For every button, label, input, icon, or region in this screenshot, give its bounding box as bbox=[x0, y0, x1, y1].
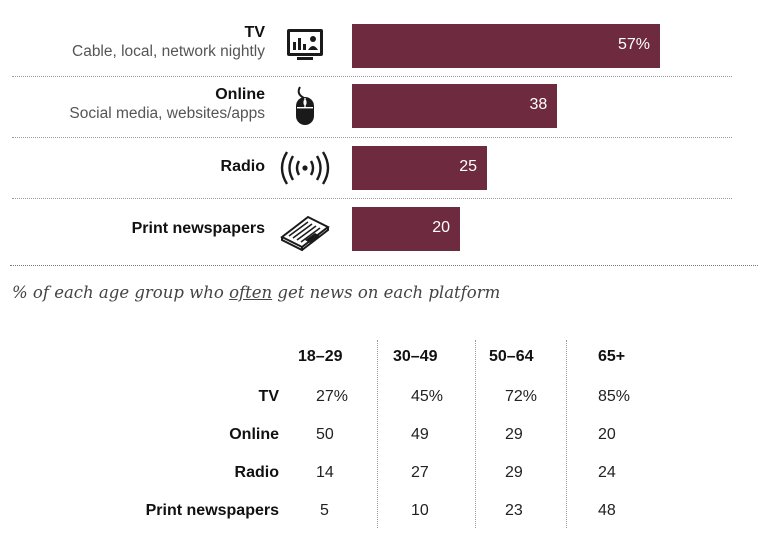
table-title-part: get news on each platform bbox=[272, 283, 501, 302]
row-separator bbox=[12, 137, 732, 138]
row-separator bbox=[12, 76, 732, 77]
bar-value-label: 25 bbox=[459, 158, 478, 175]
column-separator bbox=[377, 340, 378, 528]
table-cell: 72% bbox=[505, 388, 538, 405]
table-cell: 27 bbox=[411, 464, 429, 481]
row-label-online: Online bbox=[229, 426, 279, 443]
bar-radio: 25 bbox=[352, 146, 488, 190]
table-cell: 45% bbox=[411, 388, 444, 405]
column-separator bbox=[475, 340, 476, 528]
newspaper-icon bbox=[278, 207, 332, 251]
table-cell: 14 bbox=[316, 464, 334, 481]
category-label-print-newspapers: Print newspapers bbox=[132, 220, 265, 238]
category-label-tv: TV Cable, local, network nightly bbox=[72, 24, 265, 61]
bar-value-label: 38 bbox=[529, 96, 548, 113]
table-title-part: % of each age group who bbox=[12, 283, 230, 302]
table-cell: 20 bbox=[598, 426, 616, 443]
category-name: Online bbox=[215, 86, 265, 103]
table-cell: 5 bbox=[320, 502, 329, 519]
row-label-print-newspapers: Print newspapers bbox=[145, 502, 279, 519]
mouse-icon bbox=[278, 84, 332, 128]
bar-online: 38 bbox=[352, 84, 558, 128]
bar-tv: 57% bbox=[352, 24, 660, 68]
table-cell: 50 bbox=[316, 426, 334, 443]
column-header: 50–64 bbox=[489, 348, 534, 365]
column-separator bbox=[566, 340, 567, 528]
table-title: % of each age group who often get news o… bbox=[12, 283, 500, 302]
category-label-online: Online Social media, websites/apps bbox=[69, 86, 265, 123]
table-title-emphasis: often bbox=[229, 283, 273, 302]
column-header: 65+ bbox=[598, 348, 626, 365]
bar-print-newspapers: 20 bbox=[352, 207, 461, 251]
table-cell: 29 bbox=[505, 426, 523, 443]
category-subtitle: Social media, websites/apps bbox=[69, 105, 265, 122]
tv-icon bbox=[278, 24, 332, 68]
table-cell: 24 bbox=[598, 464, 616, 481]
row-separator bbox=[12, 198, 732, 199]
table-cell: 49 bbox=[411, 426, 429, 443]
table-cell: 10 bbox=[411, 502, 429, 519]
radio-waves-icon bbox=[278, 146, 332, 190]
table-cell: 85% bbox=[598, 388, 631, 405]
table-cell: 48 bbox=[598, 502, 616, 519]
category-label-radio: Radio bbox=[221, 158, 265, 176]
category-subtitle: Cable, local, network nightly bbox=[72, 43, 265, 60]
row-label-radio: Radio bbox=[234, 464, 279, 481]
bar-value-label: 57% bbox=[617, 36, 650, 53]
bar-value-label: 20 bbox=[432, 219, 451, 236]
table-cell: 27% bbox=[316, 388, 349, 405]
category-name: Radio bbox=[220, 158, 265, 175]
category-name: Print newspapers bbox=[131, 220, 265, 237]
table-cell: 23 bbox=[505, 502, 523, 519]
category-name: TV bbox=[244, 24, 265, 41]
column-header: 30–49 bbox=[393, 348, 438, 365]
row-label-tv: TV bbox=[258, 388, 279, 405]
section-separator bbox=[10, 265, 758, 266]
column-header: 18–29 bbox=[298, 348, 343, 365]
table-cell: 29 bbox=[505, 464, 523, 481]
